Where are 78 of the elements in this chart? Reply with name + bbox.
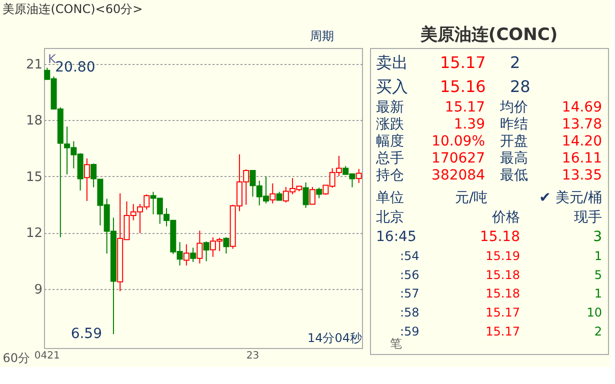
text: 现手 — [574, 210, 602, 226]
text: 持仓 — [376, 168, 404, 184]
candlestick — [90, 163, 97, 188]
x-tick-label: 23 — [246, 350, 260, 362]
text: 15.19 — [486, 249, 520, 264]
annotation: 14分04秒 — [307, 331, 362, 345]
y-tick-label: 9 — [34, 282, 42, 298]
text: 15.17 — [486, 305, 520, 320]
text: 美原油连(CONC) — [419, 25, 558, 45]
text: 15.18 — [486, 268, 520, 282]
text: :56 — [400, 268, 420, 282]
y-tick-label: 21 — [26, 57, 42, 72]
text: 14.69 — [562, 99, 602, 116]
candlestick — [196, 230, 203, 264]
text: 幅度 — [376, 133, 404, 150]
text: 均价 — [499, 99, 528, 116]
y-tick-label: 15 — [26, 170, 42, 185]
text: 开盘 — [500, 133, 528, 150]
text: ✔ 美元/桶 — [539, 190, 602, 206]
text: 16.11 — [562, 150, 602, 167]
text: 15.16 — [440, 76, 486, 96]
candlestick — [270, 182, 276, 204]
text: 15.18 — [480, 229, 520, 246]
text: :54 — [400, 249, 420, 264]
x-tick-label: 0421 — [34, 350, 60, 362]
text: 2 — [594, 324, 602, 338]
text: 总手 — [375, 150, 404, 167]
text: :58 — [400, 305, 420, 320]
text: 13.35 — [562, 168, 602, 184]
annotation: K — [48, 52, 57, 66]
text: 周期 — [310, 29, 334, 43]
text: 60分 — [2, 351, 30, 365]
text: :59 — [400, 324, 420, 338]
candlestick — [309, 186, 316, 205]
text: 北京 — [376, 210, 404, 226]
text: 单位 — [376, 190, 404, 206]
text: 元/吨 — [455, 190, 488, 206]
candlestick — [302, 182, 309, 208]
y-tick-label: 18 — [26, 114, 42, 129]
text: 1 — [594, 286, 602, 301]
text: 14.20 — [562, 133, 602, 150]
candlestick — [84, 158, 90, 202]
text: 1 — [594, 249, 602, 264]
text: 价格 — [491, 210, 520, 226]
text: 买入 — [376, 76, 408, 96]
text: 1.39 — [454, 116, 485, 132]
text: 15.17 — [444, 99, 485, 116]
text: 2 — [510, 52, 520, 72]
text: 昨结 — [500, 116, 528, 132]
text: 3 — [593, 229, 602, 246]
text: 28 — [510, 76, 530, 96]
text: 最高 — [500, 150, 528, 167]
candlestick — [223, 236, 230, 254]
text: 13.78 — [562, 116, 602, 132]
text: :57 — [400, 286, 420, 301]
candlestick — [356, 168, 362, 184]
text: 10.09% — [432, 133, 485, 150]
text: 15.18 — [486, 286, 520, 301]
text: 5 — [594, 268, 602, 282]
text: 卖出 — [376, 52, 408, 72]
text: 16:45 — [376, 229, 416, 246]
annotation: 6.59 — [70, 326, 102, 342]
candlestick — [203, 241, 210, 262]
text: 笔 — [390, 336, 402, 350]
text: 382084 — [432, 168, 486, 184]
annotation: 20.80 — [55, 60, 96, 76]
chart-title: 美原油连(CONC)<60分> — [2, 2, 143, 16]
text: 10 — [586, 305, 602, 320]
candlestick — [183, 244, 190, 266]
candlestick — [316, 187, 322, 199]
text: 涨跌 — [376, 116, 404, 132]
text: 15.17 — [440, 52, 486, 72]
candlestick — [190, 247, 196, 262]
text: 15.17 — [486, 324, 520, 338]
text: 最新 — [376, 99, 404, 116]
y-tick-label: 12 — [26, 226, 42, 242]
text: 最低 — [500, 168, 528, 184]
text: 170627 — [432, 150, 485, 167]
